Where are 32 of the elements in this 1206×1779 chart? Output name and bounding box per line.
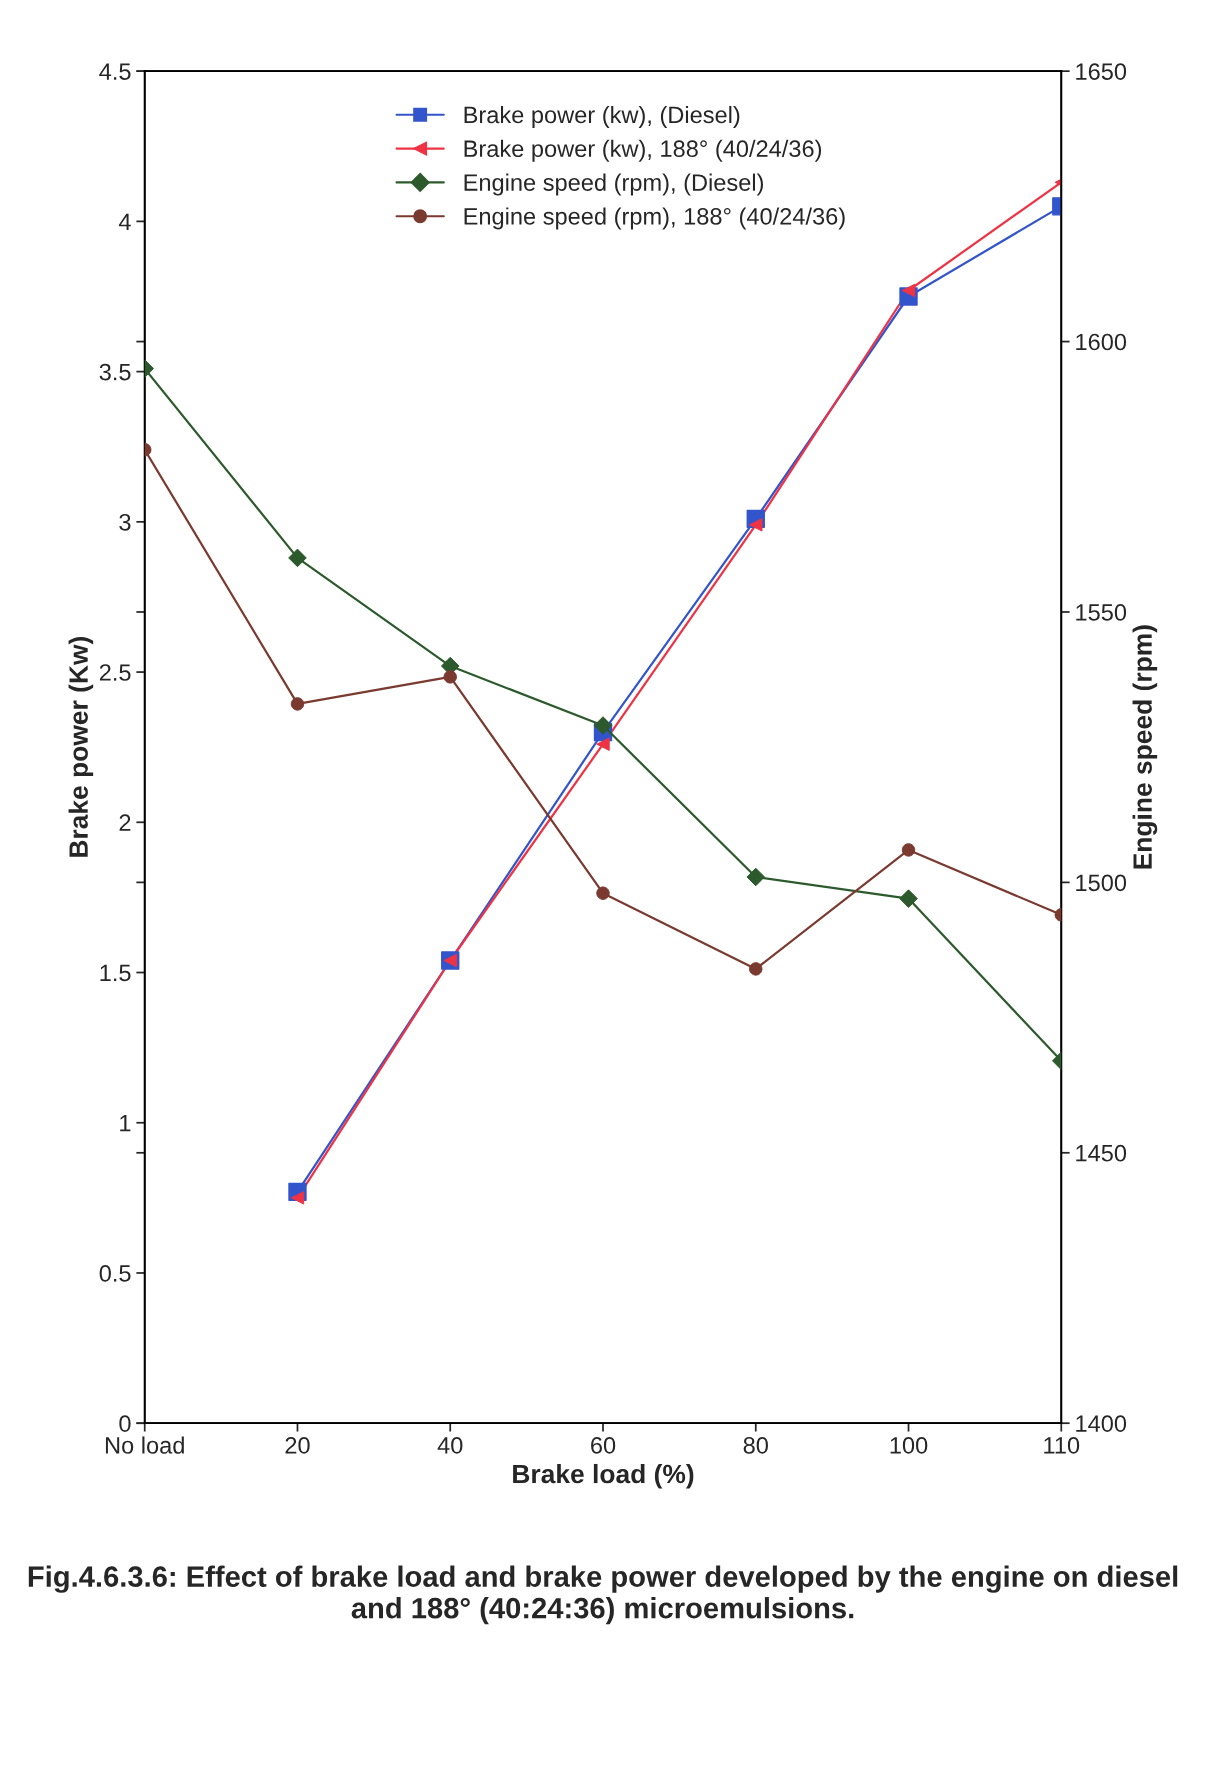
y-tick-label: 2: [119, 814, 131, 831]
y-tick-label: 2.5: [99, 664, 131, 681]
y-tick-label: 0: [119, 1415, 131, 1432]
y2-tick-label: 1500: [1076, 874, 1127, 892]
y-tick-label: 0.5: [99, 1265, 131, 1282]
y2-tick-label: 1400: [1076, 1415, 1127, 1432]
y-tick-label: 4: [118, 213, 131, 230]
x-tick-label: 100: [890, 1437, 928, 1454]
x-tick-label: 20: [285, 1437, 310, 1454]
y2-tick-label: 1550: [1076, 604, 1127, 621]
legend-label: Engine speed (rpm), (Diesel): [464, 173, 763, 196]
y-tick-label: 1.5: [100, 964, 131, 982]
y2-axis-title: Engine speed (rpm): [1132, 625, 1158, 869]
x-axis-title: Brake load (%): [513, 1463, 694, 1489]
legend-label: Engine speed (rpm), 188° (40/24/36): [464, 207, 845, 230]
legend-label: Brake power (kw), (Diesel): [464, 105, 740, 128]
y-tick-label: 3.5: [99, 363, 131, 381]
y2-tick-label: 1450: [1076, 1144, 1127, 1162]
x-tick-label: 80: [743, 1437, 768, 1454]
legend-label: Brake power (kw), 188° (40/24/36): [464, 139, 822, 162]
y-tick-label: 4.5: [99, 63, 131, 80]
y2-tick-label: 1650: [1076, 63, 1127, 80]
y-axis-title: Brake power (Kw): [68, 637, 94, 857]
x-tick-label: 110: [1044, 1437, 1080, 1454]
x-tick-label: No load: [105, 1436, 184, 1454]
caption: Fig.4.6.3.6: Effect of brake load and brake power developed by the engine on diesel and 188° (40:24:36) microemulsions.: [28, 1565, 1178, 1625]
x-tick-label: 40: [437, 1437, 463, 1454]
y2-tick-label: 1600: [1076, 333, 1127, 351]
y-tick-label: 3: [119, 513, 131, 531]
y-tick-label: 1: [120, 1115, 131, 1132]
point: [593, 716, 613, 735]
x-tick-label: 60: [591, 1437, 616, 1454]
